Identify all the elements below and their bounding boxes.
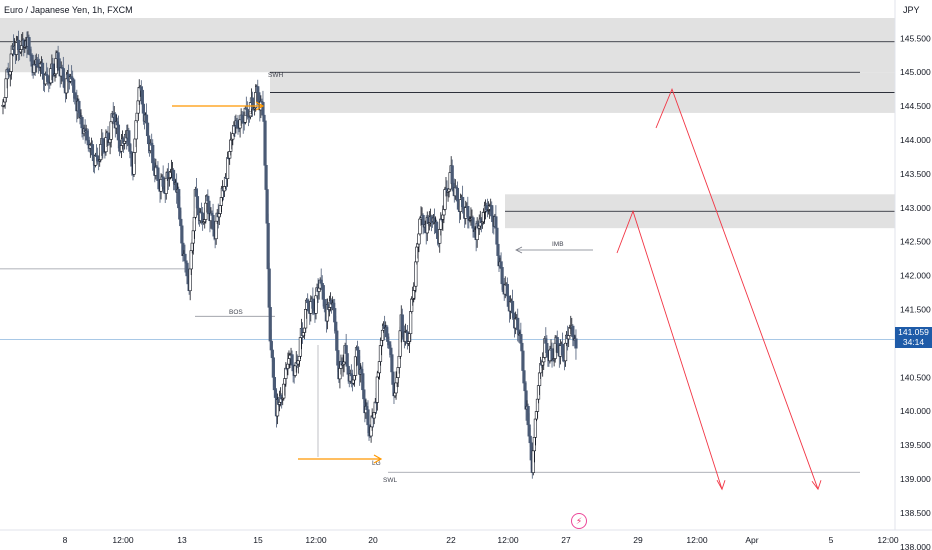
candle-body bbox=[109, 121, 113, 140]
time-tick-label: 15 bbox=[253, 535, 263, 545]
currency-label: JPY bbox=[903, 5, 920, 15]
orange-arrow-upper-head bbox=[255, 101, 265, 111]
projection-head-2 bbox=[716, 479, 726, 491]
candle-body bbox=[9, 53, 13, 72]
candle-body bbox=[226, 157, 230, 179]
time-tick-label: 8 bbox=[63, 535, 68, 545]
price-tick-label: 141.500 bbox=[900, 305, 931, 315]
label-lg: LG bbox=[372, 460, 381, 467]
label-swl: SWL bbox=[383, 477, 397, 484]
annotations: SWH LG BOS IMB LG SWL bbox=[172, 72, 593, 484]
candle-body bbox=[414, 261, 418, 287]
time-tick-label: 13 bbox=[177, 535, 187, 545]
horizontal-levels bbox=[0, 41, 895, 473]
projection-path-1 bbox=[655, 87, 819, 490]
orange-arrow-lower-head bbox=[373, 454, 383, 464]
current-price-value: 141.059 bbox=[898, 327, 929, 337]
price-tick-label: 144.000 bbox=[900, 135, 931, 145]
time-tick-label: 20 bbox=[368, 535, 378, 545]
supply-zones bbox=[0, 18, 895, 229]
projection-head-1 bbox=[811, 480, 822, 491]
candle-body bbox=[409, 311, 413, 334]
projection-path-2 bbox=[616, 209, 723, 490]
candle-body bbox=[375, 376, 379, 403]
candle-body bbox=[134, 120, 138, 140]
candle-body bbox=[533, 418, 538, 438]
candle-body bbox=[189, 250, 193, 270]
time-tick-label: 22 bbox=[446, 535, 456, 545]
label-bos: BOS bbox=[229, 309, 243, 316]
time-tick-label: 27 bbox=[561, 535, 571, 545]
candle-body bbox=[574, 338, 578, 349]
projection-arrows bbox=[616, 87, 822, 491]
label-lg: LG bbox=[244, 111, 253, 118]
price-tick-label: 142.000 bbox=[900, 271, 931, 281]
time-tick-label: 12:00 bbox=[112, 535, 134, 545]
price-tick-label: 140.000 bbox=[900, 406, 931, 416]
chart-title: Euro / Japanese Yen, 1h, FXCM bbox=[4, 5, 133, 15]
time-tick-label: 12:00 bbox=[305, 535, 327, 545]
imb-arrow-head bbox=[515, 246, 523, 254]
price-tick-label: 139.500 bbox=[900, 440, 931, 450]
price-tick-label: 138.000 bbox=[900, 542, 931, 550]
label-swh: SWH bbox=[268, 72, 283, 79]
time-tick-label: 12:00 bbox=[686, 535, 708, 545]
time-tick-label: 5 bbox=[829, 535, 834, 545]
price-tick-label: 142.500 bbox=[900, 237, 931, 247]
price-tick-label: 143.500 bbox=[900, 169, 931, 179]
time-tick-label: 29 bbox=[633, 535, 643, 545]
price-tick-label: 144.500 bbox=[900, 101, 931, 111]
time-tick-label: 12:00 bbox=[497, 535, 519, 545]
price-tick-label: 143.000 bbox=[900, 203, 931, 213]
bar-countdown: 34:14 bbox=[902, 337, 925, 347]
price-tick-label: 140.500 bbox=[900, 372, 931, 382]
label-imb: IMB bbox=[552, 241, 564, 248]
zone-0 bbox=[0, 18, 895, 73]
price-tick-label: 145.000 bbox=[900, 67, 931, 77]
current-price-badge: 141.059 34:14 bbox=[895, 327, 932, 348]
candlesticks bbox=[1, 30, 578, 479]
time-tick-label: Apr bbox=[745, 535, 758, 545]
price-tick-label: 138.500 bbox=[900, 508, 931, 518]
time-tick-label: 12:00 bbox=[877, 535, 899, 545]
price-tick-label: 139.000 bbox=[900, 474, 931, 484]
candle-body bbox=[495, 227, 499, 245]
price-tick-label: 145.500 bbox=[900, 33, 931, 43]
time-axis[interactable]: 8 12:00 13 15 12:00 20 22 12:00 27 29 12:00 Apr 5 12:… bbox=[63, 535, 899, 545]
bolt-icon[interactable]: ⚡ bbox=[571, 513, 587, 529]
price-axis[interactable]: 145.500 145.000 144.500 144.000 143.500 143.0… bbox=[900, 33, 931, 550]
candle-body bbox=[267, 268, 271, 308]
candle-body bbox=[266, 222, 270, 270]
